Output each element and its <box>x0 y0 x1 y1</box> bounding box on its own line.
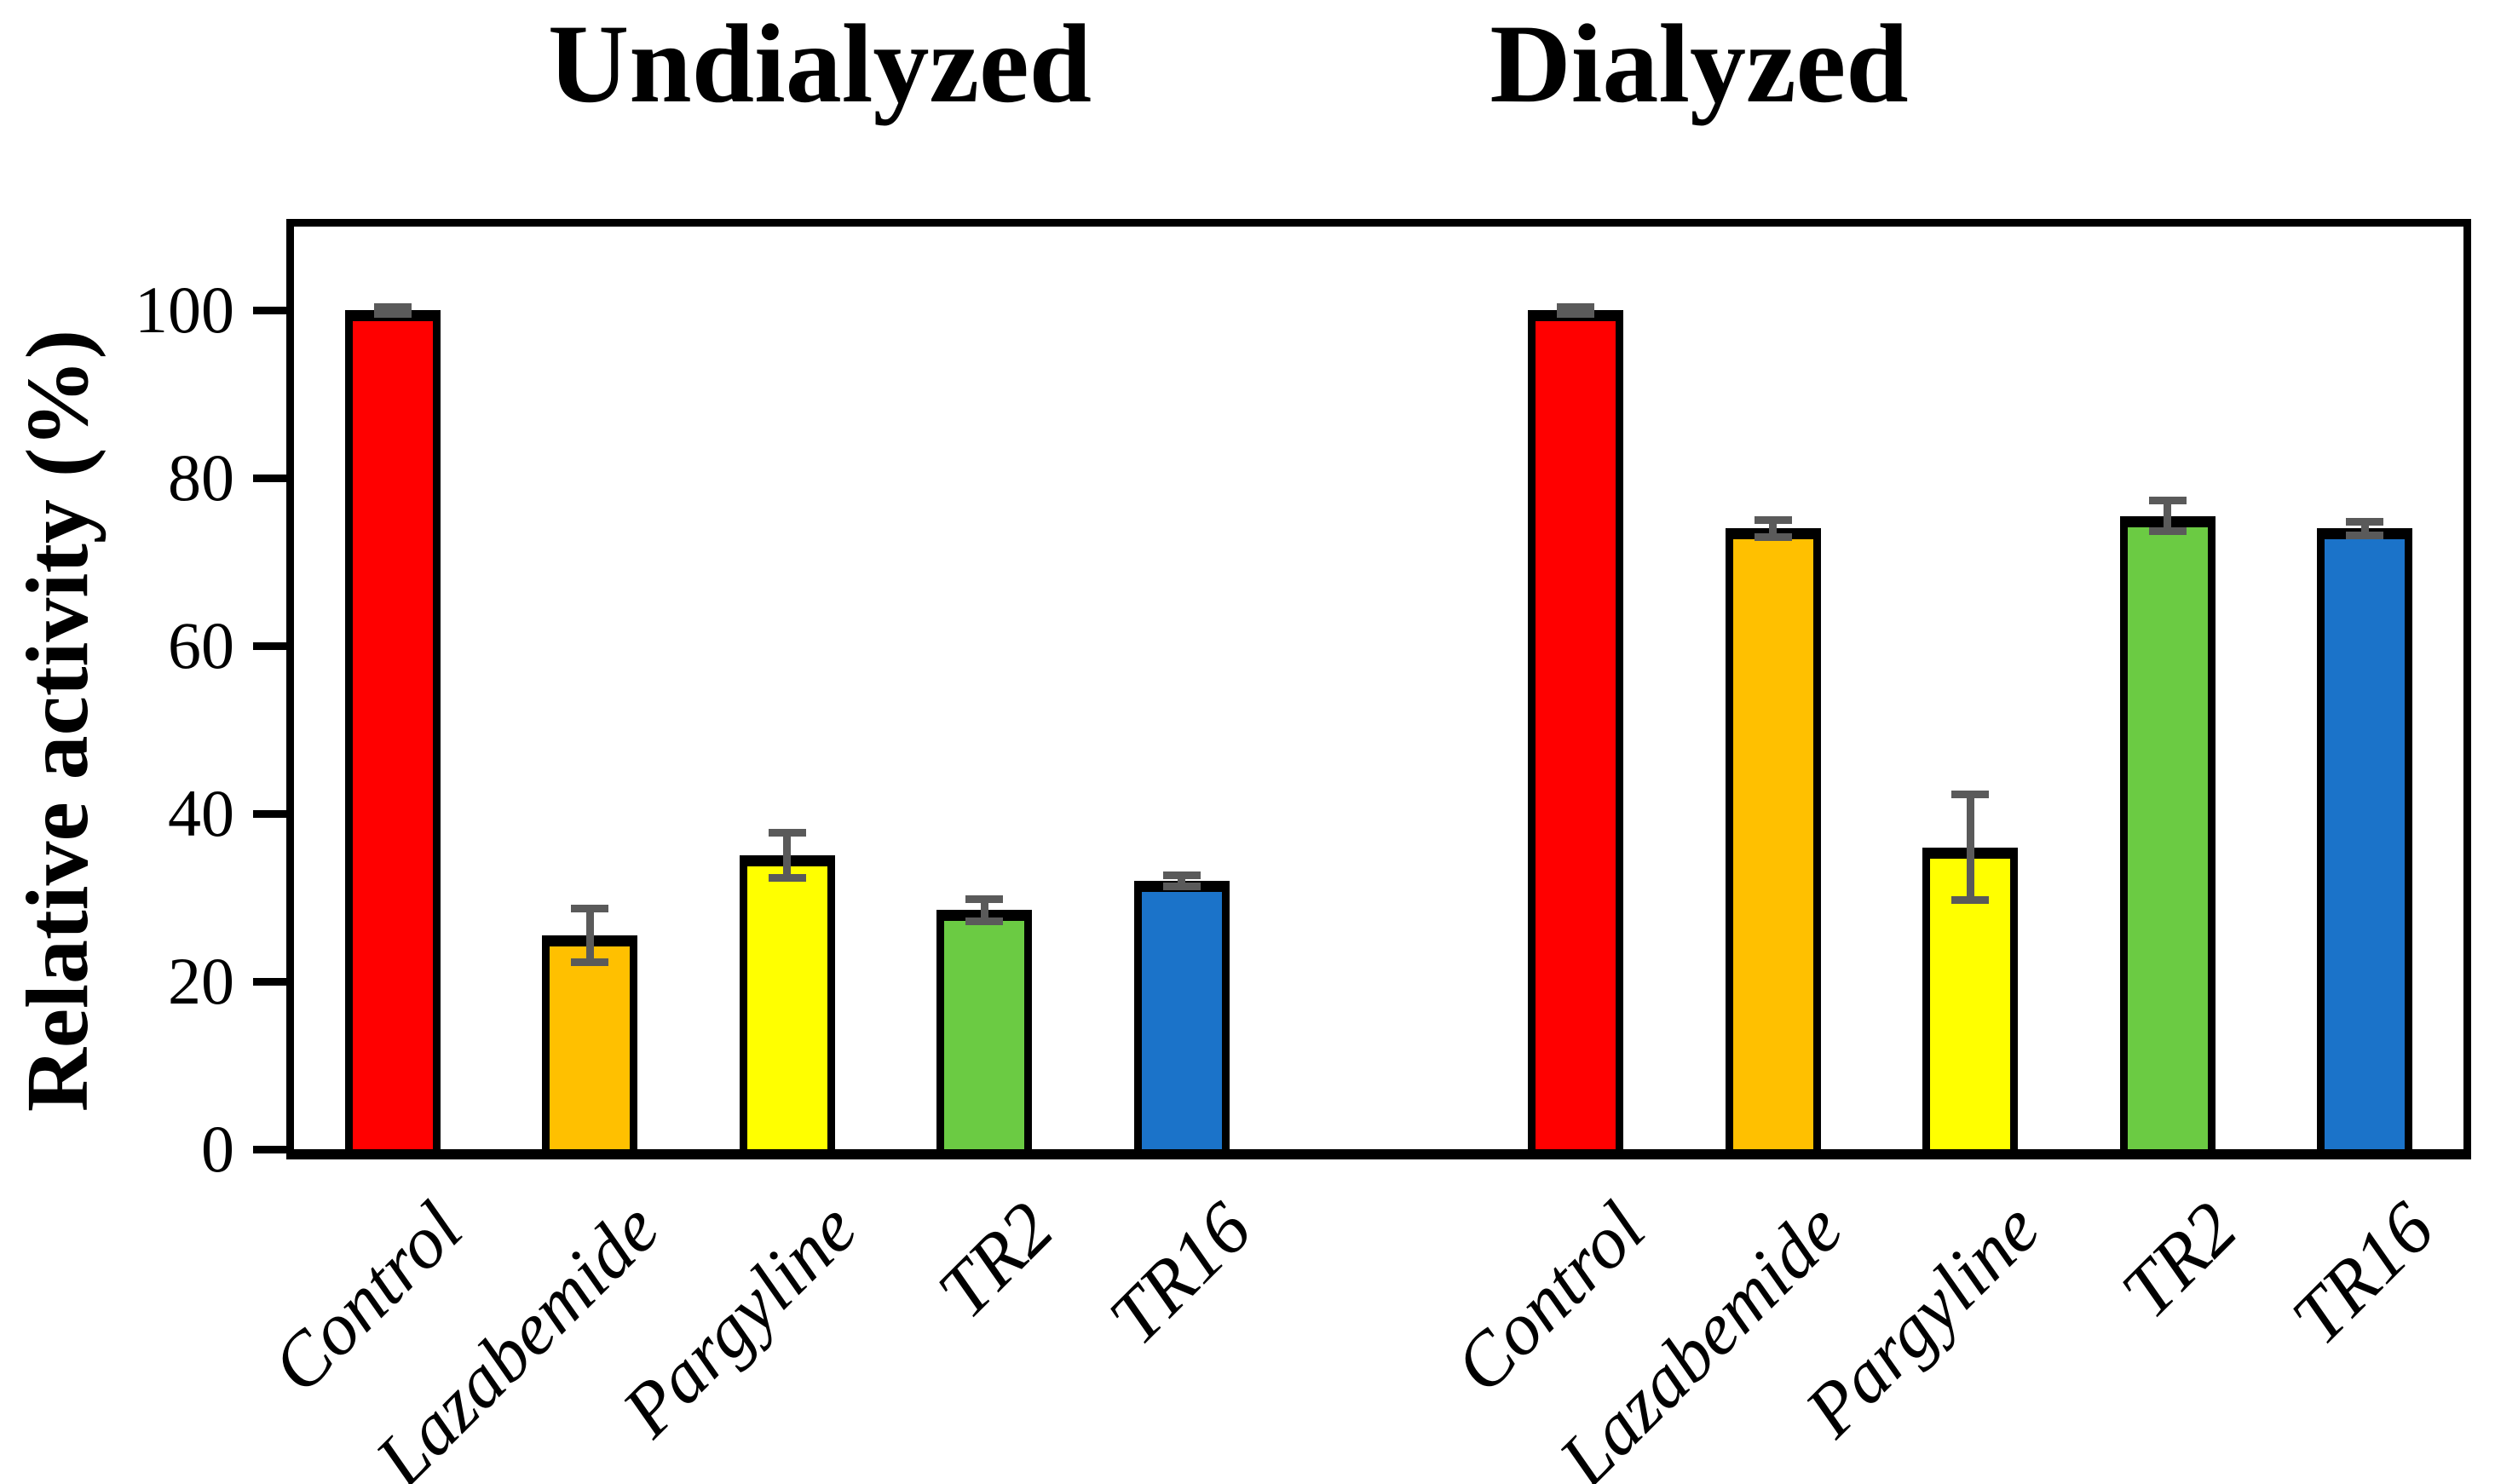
y-tick-mark <box>253 641 286 650</box>
y-tick-label: 80 <box>168 440 234 515</box>
error-bar-cap <box>2148 497 2187 505</box>
bar-dialyzed-tr2 <box>2119 515 2216 1149</box>
bar-dialyzed-control <box>1528 310 1624 1149</box>
error-bar-cap <box>373 303 412 312</box>
error-bar-cap <box>1557 303 1595 312</box>
error-bar-cap <box>768 874 806 883</box>
y-tick-label: 60 <box>168 608 234 683</box>
error-bar-cap <box>1162 883 1201 891</box>
y-tick-mark <box>253 809 286 818</box>
error-bar-cap <box>2346 531 2384 539</box>
error-bar-whisker <box>1178 875 1186 887</box>
bar-dialyzed-lazabemide <box>1725 528 1821 1149</box>
x-label-undialyzed-tr16: TR16 <box>1093 1187 1267 1360</box>
bar-undialyzed-tr16 <box>1133 880 1230 1149</box>
error-bar-whisker <box>2360 521 2369 536</box>
bar-undialyzed-control <box>344 310 441 1149</box>
y-tick-label: 40 <box>168 776 234 851</box>
error-bar-whisker <box>1966 794 1974 900</box>
error-bar-cap <box>1951 896 1990 905</box>
error-bar-cap <box>571 904 609 912</box>
error-bar-cap <box>2346 518 2384 526</box>
x-axis-labels: Control Lazabemide Pargyline TR2 TR16 Control… <box>256 1159 2463 1484</box>
panel-title-dialyzed: Dialyzed <box>1490 1 1909 126</box>
y-tick-mark <box>253 977 286 986</box>
error-bar-whisker <box>783 832 792 878</box>
bar-undialyzed-lazabemide <box>542 935 638 1149</box>
error-bar-whisker <box>585 908 594 963</box>
error-bar-whisker <box>2164 500 2172 532</box>
y-tick-mark <box>253 474 286 482</box>
error-bar-cap <box>1754 516 1792 525</box>
error-bar-cap <box>1162 871 1201 879</box>
error-bar-cap <box>373 309 412 318</box>
panel-title-undialyzed: Undialyzed <box>547 1 1092 126</box>
y-tick-label: 20 <box>168 944 234 1019</box>
error-bar-whisker <box>1769 520 1778 538</box>
y-tick-mark <box>253 1145 286 1153</box>
error-bar-cap <box>2148 526 2187 535</box>
y-tick-label: 0 <box>201 1112 234 1186</box>
error-bar-cap <box>965 917 1004 925</box>
y-tick-mark <box>253 306 286 314</box>
error-bar-cap <box>768 829 806 837</box>
x-label-dialyzed-tr2: TR2 <box>2106 1187 2253 1334</box>
y-tick-label: 100 <box>135 273 234 348</box>
bar-dialyzed-tr16 <box>2317 528 2413 1149</box>
plot-area: 0 20 40 60 80 100 <box>135 219 2471 1186</box>
x-label-undialyzed-tr2: TR2 <box>922 1187 1070 1334</box>
error-bar-whisker <box>980 899 988 922</box>
error-bar-cap <box>1754 532 1792 541</box>
bar-undialyzed-tr2 <box>936 910 1033 1149</box>
error-bar-cap <box>965 895 1004 904</box>
bar-undialyzed-pargyline <box>739 855 835 1149</box>
error-bar-cap <box>571 958 609 966</box>
error-bar-cap <box>1951 791 1990 799</box>
error-bar-cap <box>1557 309 1595 318</box>
x-label-dialyzed-tr16: TR16 <box>2276 1187 2451 1360</box>
